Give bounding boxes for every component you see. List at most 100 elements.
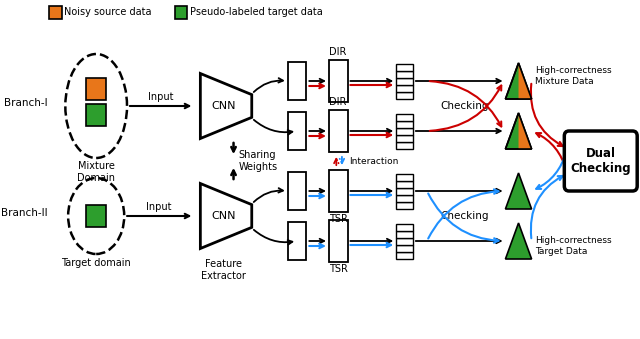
Bar: [329, 220, 348, 262]
FancyArrowPatch shape: [350, 83, 391, 87]
FancyArrowPatch shape: [254, 120, 292, 135]
Bar: [396, 174, 413, 180]
Bar: [86, 104, 106, 126]
Polygon shape: [200, 183, 252, 248]
Bar: [396, 63, 413, 71]
Text: CNN: CNN: [211, 101, 236, 111]
FancyArrowPatch shape: [416, 189, 500, 193]
Text: Branch-I: Branch-I: [4, 98, 47, 108]
FancyArrowPatch shape: [127, 214, 189, 218]
Bar: [175, 6, 187, 19]
Text: DIR: DIR: [330, 47, 347, 57]
Bar: [288, 62, 307, 100]
FancyArrowPatch shape: [428, 190, 499, 239]
Bar: [49, 6, 61, 19]
Polygon shape: [200, 74, 252, 139]
Text: Branch-II: Branch-II: [1, 208, 47, 218]
Bar: [396, 78, 413, 84]
FancyArrowPatch shape: [253, 188, 283, 202]
FancyArrowPatch shape: [429, 85, 501, 131]
FancyArrowPatch shape: [309, 79, 324, 83]
Bar: [396, 127, 413, 135]
Bar: [396, 92, 413, 99]
Text: Pseudo-labeled target data: Pseudo-labeled target data: [189, 7, 323, 17]
FancyArrowPatch shape: [350, 129, 391, 133]
Text: TSR: TSR: [329, 264, 348, 274]
Bar: [86, 205, 106, 227]
Text: Checking: Checking: [440, 211, 488, 221]
Bar: [396, 231, 413, 238]
Bar: [396, 252, 413, 259]
FancyArrowPatch shape: [309, 134, 324, 138]
Text: Interaction: Interaction: [349, 157, 399, 165]
Text: Dual
Checking: Dual Checking: [570, 147, 631, 175]
Polygon shape: [506, 223, 532, 259]
Bar: [396, 187, 413, 195]
FancyArrowPatch shape: [309, 239, 324, 243]
Bar: [396, 135, 413, 141]
Text: Checking: Checking: [440, 101, 488, 111]
Bar: [329, 60, 348, 102]
Bar: [86, 78, 106, 100]
FancyArrowPatch shape: [334, 159, 339, 165]
Text: High-correctness
Target Data: High-correctness Target Data: [535, 236, 612, 256]
Text: High-correctness
Mixture Data: High-correctness Mixture Data: [535, 66, 612, 86]
FancyArrowPatch shape: [536, 151, 566, 189]
Bar: [288, 112, 307, 150]
Bar: [288, 172, 307, 210]
FancyArrowPatch shape: [231, 143, 236, 152]
FancyArrowPatch shape: [350, 193, 391, 197]
Bar: [396, 223, 413, 231]
Polygon shape: [518, 113, 532, 149]
Bar: [396, 180, 413, 187]
FancyArrowPatch shape: [309, 194, 324, 198]
FancyArrowPatch shape: [350, 189, 391, 193]
Bar: [288, 222, 307, 260]
Polygon shape: [506, 63, 532, 99]
FancyArrowPatch shape: [253, 78, 283, 92]
Text: CNN: CNN: [211, 211, 236, 221]
Text: Feature
Extractor: Feature Extractor: [201, 259, 246, 281]
FancyArrowPatch shape: [350, 133, 391, 137]
Bar: [396, 120, 413, 127]
Bar: [396, 114, 413, 120]
FancyArrowPatch shape: [231, 171, 236, 179]
FancyArrowPatch shape: [416, 79, 500, 83]
FancyArrowPatch shape: [254, 230, 292, 244]
Text: TSR: TSR: [329, 214, 348, 224]
Text: Input: Input: [148, 92, 173, 102]
FancyBboxPatch shape: [564, 131, 637, 191]
Text: Noisy source data: Noisy source data: [65, 7, 152, 17]
FancyArrowPatch shape: [429, 81, 501, 126]
Text: Target domain: Target domain: [61, 258, 131, 268]
Text: Sharing
Weights: Sharing Weights: [238, 150, 277, 172]
Bar: [396, 71, 413, 78]
Bar: [396, 201, 413, 208]
FancyArrowPatch shape: [416, 239, 500, 243]
FancyArrowPatch shape: [309, 244, 324, 248]
FancyArrowPatch shape: [416, 129, 500, 133]
FancyArrowPatch shape: [536, 133, 566, 171]
FancyArrowPatch shape: [350, 239, 391, 243]
FancyArrowPatch shape: [340, 157, 344, 163]
FancyArrowPatch shape: [309, 129, 324, 133]
Bar: [329, 170, 348, 212]
Bar: [396, 84, 413, 92]
FancyArrowPatch shape: [130, 104, 189, 108]
FancyArrowPatch shape: [309, 189, 324, 193]
Polygon shape: [506, 173, 532, 209]
FancyArrowPatch shape: [531, 176, 563, 238]
Text: Mixture
Domain: Mixture Domain: [77, 161, 115, 183]
FancyArrowPatch shape: [428, 194, 499, 243]
FancyArrowPatch shape: [309, 84, 324, 88]
Bar: [329, 110, 348, 152]
Bar: [396, 238, 413, 244]
FancyArrowPatch shape: [350, 243, 391, 247]
Polygon shape: [506, 113, 532, 149]
Text: DIR: DIR: [330, 97, 347, 107]
FancyArrowPatch shape: [531, 84, 563, 146]
Text: Input: Input: [146, 202, 172, 212]
FancyArrowPatch shape: [350, 79, 391, 83]
Bar: [396, 141, 413, 148]
Bar: [396, 195, 413, 201]
